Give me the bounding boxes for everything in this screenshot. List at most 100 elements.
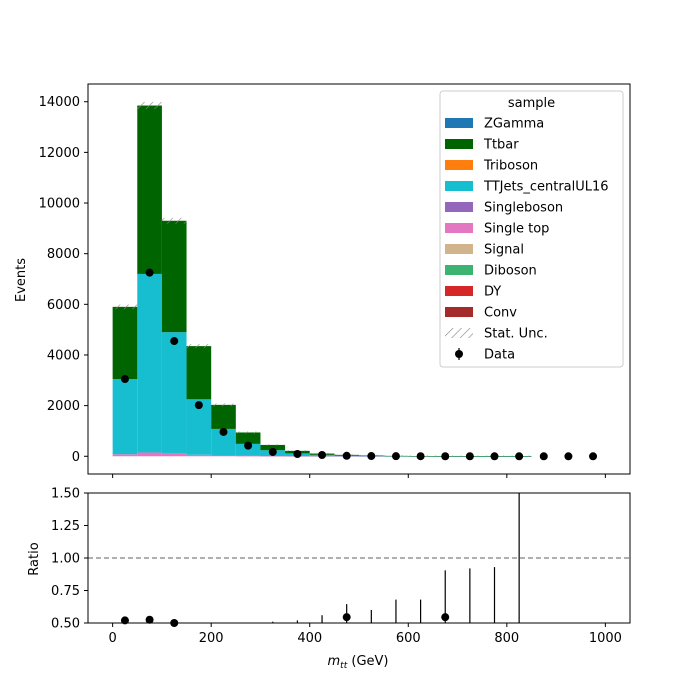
legend-label: Triboson — [483, 159, 538, 174]
legend-swatch — [445, 202, 473, 212]
bar-ttjets-centralul16-2 — [161, 332, 187, 453]
legend-label: Singleboson — [484, 201, 563, 216]
legend-swatch — [445, 286, 473, 296]
data-point-10 — [367, 452, 376, 461]
ratio-point-10 — [441, 613, 450, 622]
legend-swatch — [445, 223, 473, 233]
legend-swatch — [445, 181, 473, 191]
legend-label: Single top — [484, 222, 549, 237]
data-point-13 — [441, 452, 450, 461]
bar-single-top-1 — [137, 452, 162, 457]
ratio-xtick-label: 400 — [297, 631, 322, 646]
ratio-ytick-label: 1.50 — [51, 487, 80, 502]
stat-unc-5 — [235, 431, 261, 434]
bar-ttbar-1 — [137, 105, 162, 274]
ratio-point-1 — [145, 615, 154, 624]
bar-single-top-0 — [112, 454, 138, 457]
data-point-19 — [589, 452, 598, 461]
bar-ttbar-5 — [235, 432, 261, 444]
stat-unc-3 — [186, 344, 212, 349]
ratio-ytick-label: 1.00 — [51, 552, 80, 567]
legend-swatch — [445, 265, 473, 275]
x-axis-label-main: m — [328, 654, 341, 669]
ratio-xtick-label: 800 — [494, 631, 519, 646]
main-ytick-label: 2000 — [47, 399, 80, 414]
ratio-ytick-label: 1.25 — [51, 519, 80, 534]
data-point-0 — [120, 375, 129, 384]
legend-swatch-hatch — [445, 328, 473, 338]
legend-title: sample — [508, 96, 555, 111]
data-point-7 — [293, 449, 302, 458]
data-point-1 — [145, 268, 154, 277]
bar-ttbar-3 — [186, 346, 212, 400]
ratio-xtick-label: 0 — [108, 631, 116, 646]
legend-box — [439, 90, 624, 368]
bar-single-top-5 — [235, 455, 261, 457]
data-point-6 — [268, 447, 277, 456]
data-point-12 — [416, 452, 425, 461]
x-axis-label-sub: tt — [340, 661, 348, 671]
main-ytick-label: 10000 — [39, 197, 80, 212]
main-ytick-label: 14000 — [39, 95, 80, 110]
bar-ttjets-centralul16-0 — [112, 379, 138, 455]
legend-label: Diboson — [484, 264, 537, 279]
legend-label: Conv — [484, 306, 517, 321]
ratio-points — [120, 493, 520, 627]
legend-label: Stat. Unc. — [484, 327, 548, 342]
ratio-xtick-label: 1000 — [589, 631, 622, 646]
ratio-point-6 — [342, 613, 351, 622]
bar-single-top-6 — [260, 456, 286, 457]
main-ytick-label: 4000 — [47, 348, 80, 363]
data-point-8 — [318, 451, 327, 460]
data-points — [120, 268, 598, 461]
legend-swatch — [445, 160, 473, 170]
legend-label: ZGamma — [484, 117, 544, 132]
main-ytick-label: 0 — [72, 450, 80, 465]
data-point-3 — [194, 401, 203, 410]
legend-swatch — [445, 307, 473, 317]
bar-single-top-3 — [186, 454, 212, 457]
ratio-x-ticks: 0 200 400 600 800 1000 — [108, 623, 622, 646]
ratio-ytick-label: 0.75 — [51, 584, 80, 599]
main-x-ticks — [112, 474, 606, 478]
legend-label: TTJets_centralUL16 — [483, 180, 609, 195]
data-point-14 — [465, 452, 474, 461]
data-point-5 — [244, 441, 253, 450]
ratio-ytick-label: 0.50 — [51, 617, 80, 632]
data-point-9 — [342, 451, 351, 460]
ratio-point-0 — [120, 616, 129, 625]
main-y-axis-label: Events — [14, 258, 29, 302]
ratio-xtick-label: 200 — [199, 631, 224, 646]
main-ytick-label: 8000 — [47, 247, 80, 262]
x-axis-label-unit: (GeV) — [347, 654, 388, 669]
ratio-xtick-label: 600 — [396, 631, 421, 646]
legend-swatch — [445, 118, 473, 128]
main-ytick-label: 12000 — [39, 146, 80, 161]
legend: sample ZGamma Ttbar Triboson TTJets_centralU… — [439, 90, 624, 368]
x-axis-label: mtt (GeV) — [328, 654, 389, 671]
ratio-y-ticks: 0.50 0.75 1.00 1.25 1.50 — [51, 487, 88, 632]
bar-ttbar-2 — [161, 220, 187, 333]
stat-unc-6 — [260, 444, 286, 446]
data-point-4 — [219, 427, 228, 436]
bar-ttbar-6 — [260, 444, 286, 451]
bar-ttjets-centralul16-5 — [235, 443, 261, 456]
legend-swatch — [445, 139, 473, 149]
ratio-panel: 0.50 0.75 1.00 1.25 1.50 0 200 400 600 800 1000 R… — [27, 487, 631, 671]
stat-unc-2 — [161, 217, 187, 224]
legend-label: DY — [484, 285, 501, 300]
data-point-15 — [490, 452, 499, 461]
legend-label: Data — [484, 348, 515, 363]
data-point-11 — [391, 452, 400, 461]
legend-label: Signal — [484, 243, 524, 258]
legend-marker — [455, 350, 463, 358]
data-point-16 — [515, 452, 524, 461]
legend-swatch — [445, 244, 473, 254]
legend-label: Ttbar — [483, 138, 519, 153]
stat-unc-4 — [211, 403, 236, 407]
bar-ttbar-0 — [112, 306, 138, 380]
bar-single-top-4 — [211, 455, 236, 457]
ratio-y-axis-label: Ratio — [27, 542, 42, 575]
